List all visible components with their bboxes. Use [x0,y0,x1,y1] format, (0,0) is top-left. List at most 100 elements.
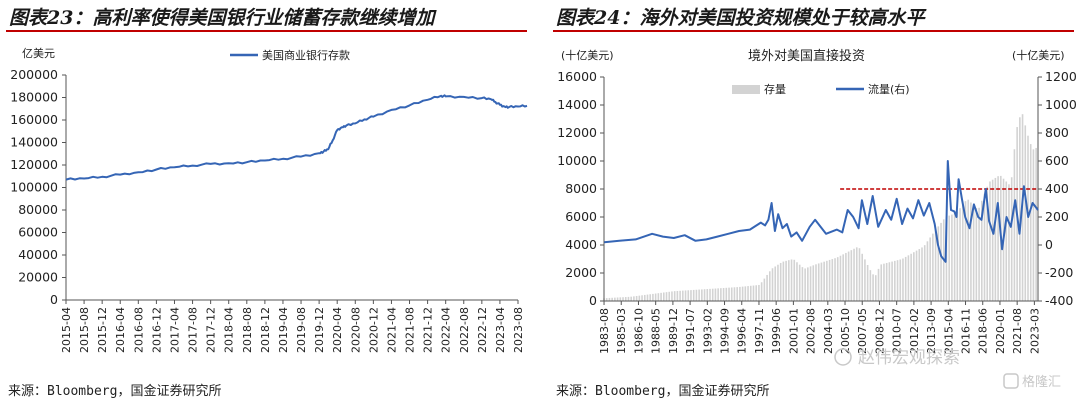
left-y-tick-label: 200000 [10,67,58,82]
watermark-logo-text: 格隆汇 [1022,374,1061,390]
right-bar-stock [923,245,926,301]
right-bar-stock [855,247,858,301]
left-x-tick-label: 2018-04 [223,307,236,353]
right-bar-stock [739,286,741,301]
right-bar-stock [953,213,956,301]
right-bar-stock [709,288,711,301]
left-x-tick-label: 2020-04 [331,307,344,353]
right-bar-stock [643,294,646,301]
left-x-tick-label: 2018-12 [259,307,272,353]
right-source: 来源：Bloomberg，国金证券研究所 [556,384,770,399]
right-bar-stock [706,289,709,301]
right-bar-stock [959,208,961,301]
left-x-tick-label: 2019-04 [277,307,290,353]
left-x-tick-label: 2017-04 [168,307,181,353]
right-x-tick-label: 1988-05 [650,308,663,354]
right-x-tick-label: 1997-11 [753,308,766,354]
right-y-right-tick-label: 0 [1045,237,1053,252]
left-y-tick-label: 40000 [18,247,58,262]
right-bar-stock [690,290,692,301]
right-bar-stock [796,262,798,301]
right-bar-stock [885,262,888,301]
right-bar-stock [1029,144,1032,301]
right-bar-stock [627,296,630,301]
right-bar-stock [679,290,681,301]
left-x-tick-label: 2022-12 [476,307,489,353]
right-bar-stock [777,264,779,301]
left-x-tick-label: 2017-08 [187,307,200,353]
right-x-tick-label: 2010-07 [891,308,904,354]
left-y-tick-label: 0 [50,292,58,307]
right-bar-stock [807,267,809,301]
right-bar-stock [1013,149,1016,301]
right-bar-stock [755,285,758,301]
right-bar-stock [907,255,910,301]
right-chart-title: 境外对美国直接投资 [748,48,865,64]
right-bar-stock [616,297,619,301]
right-bar-stock [673,291,676,301]
right-bar-stock [872,274,874,301]
right-bar-stock [668,291,671,301]
watermark-chat-icon [834,348,852,366]
right-bar-stock [932,233,934,301]
left-x-tick-label: 2015-04 [60,307,73,353]
left-x-tick-label: 2023-08 [512,307,525,353]
left-y-tick-label: 60000 [18,225,58,240]
right-bar-stock [896,260,899,301]
right-bar-stock [858,248,861,301]
right-x-tick-label: 2001-01 [787,308,800,354]
right-bar-stock [654,293,657,301]
right-bar-stock [1027,135,1029,301]
right-legend-label-flow: 流量(右) [868,82,910,96]
left-x-tick-label: 2016-04 [114,307,127,353]
right-y-right-tick-label: 1000 [1045,97,1077,112]
left-series-line-deposits [65,94,528,181]
right-x-tick-label: 1991-07 [684,308,697,354]
right-chart-plot [604,160,1039,263]
right-y-left-tick-label: 6000 [565,209,597,224]
right-x-tick-label: 2021-08 [1011,308,1024,354]
right-bar-stock [747,286,749,301]
left-x-tick-label: 2016-08 [132,307,145,353]
right-bar-stock [624,297,627,301]
right-bar-stock [638,295,641,301]
right-bar-stock [842,254,844,301]
right-y-left-tick-label: 14000 [557,97,597,112]
watermark: 赵伟宏观探索 格隆汇 [834,348,1061,390]
right-bar-stock [703,289,706,301]
right-bar-stock [720,288,722,301]
right-bar-stock [760,282,763,301]
left-x-tick-label: 2015-12 [96,307,109,353]
left-x-tick-label: 2020-08 [349,307,362,353]
right-bar-stock [826,260,828,301]
right-bar-stock [1019,117,1021,301]
right-x-tick-label: 1989-12 [667,308,680,354]
right-bar-stock [836,257,839,301]
right-unit-right: (十亿美元) [1012,48,1065,62]
left-chart-axes: 0 20000 40000 60000 80000 100000 120000 140000 1… [10,67,525,353]
right-legend-swatch-stock [732,85,760,94]
right-y-right-tick-label: 800 [1045,125,1069,140]
right-x-tick-label: 2023-03 [1028,308,1041,354]
right-x-tick-label: 1993-02 [701,308,714,354]
right-x-tick-label: 1999-06 [770,308,783,354]
right-bar-stock [671,291,673,301]
right-bar-stock [894,260,896,301]
left-y-tick-label: 140000 [10,135,58,150]
right-x-tick-label: 2002-08 [805,308,818,354]
watermark-text: 赵伟宏观探索 [858,348,960,368]
left-y-tick-label: 100000 [10,180,58,195]
left-x-tick-label: 2019-08 [295,307,308,353]
right-bar-stock [804,268,806,301]
right-chart-bars [603,114,1037,302]
left-source: 来源：Bloomberg，国金证券研究所 [8,384,222,399]
right-bar-stock [749,285,752,301]
left-x-tick-label: 2021-08 [404,307,417,353]
right-y-left-tick-label: 0 [589,293,597,308]
left-x-tick-label: 2023-04 [494,307,507,353]
right-bar-stock [717,288,719,301]
right-bar-stock [850,250,853,301]
right-bar-stock [964,201,967,301]
right-y-left-tick-label: 4000 [565,237,597,252]
